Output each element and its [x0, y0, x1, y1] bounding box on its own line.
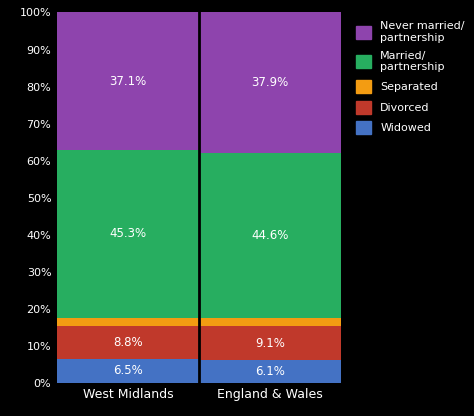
Bar — [57, 359, 199, 383]
Bar — [199, 153, 341, 318]
Bar — [57, 150, 199, 317]
Text: 9.1%: 9.1% — [255, 337, 285, 350]
Legend: Never married/
partnership, Married/
partnership, Separated, Divorced, Widowed: Never married/ partnership, Married/ par… — [353, 18, 468, 138]
Bar — [57, 12, 199, 150]
Text: 45.3%: 45.3% — [109, 227, 146, 240]
Text: 44.6%: 44.6% — [252, 229, 289, 242]
Text: 6.1%: 6.1% — [255, 365, 285, 378]
Bar — [199, 327, 341, 360]
Text: 6.5%: 6.5% — [113, 364, 143, 377]
Text: 8.8%: 8.8% — [113, 336, 143, 349]
Bar — [57, 326, 199, 359]
Bar — [199, 12, 341, 153]
Text: 37.1%: 37.1% — [109, 74, 146, 88]
Bar — [199, 318, 341, 327]
Text: 37.9%: 37.9% — [252, 76, 289, 89]
Bar — [57, 317, 199, 326]
Bar — [199, 360, 341, 383]
